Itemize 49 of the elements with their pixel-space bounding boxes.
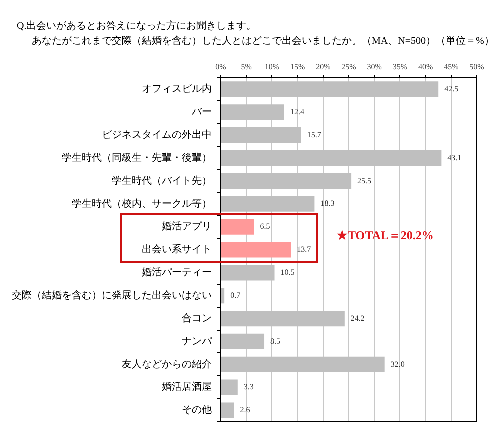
y-tick-label: ビジネスタイムの外出中 <box>102 128 212 141</box>
y-tick-label: 友人などからの紹介 <box>122 358 212 370</box>
y-tick-label: ナンパ <box>182 336 213 348</box>
x-tick-label: 0% <box>216 62 227 72</box>
x-tick-label: 30% <box>367 62 382 72</box>
annotation: ★TOTAL＝20.2% <box>337 228 434 243</box>
x-tick-label: 20% <box>316 62 332 72</box>
y-tick-label: 婚活パーティー <box>142 266 212 279</box>
data-label: 3.3 <box>244 382 254 392</box>
x-tick-label: 10% <box>264 62 280 72</box>
data-label: 25.5 <box>358 176 372 186</box>
y-tick-label: その他 <box>182 404 212 416</box>
data-label: 18.3 <box>320 199 335 208</box>
x-tick-label: 45% <box>444 62 460 72</box>
data-label: 6.5 <box>260 222 270 232</box>
text: Q.出会いがあるとお答えになった方にお聞きします。 <box>17 20 258 34</box>
x-tick-label: 5% <box>241 62 252 72</box>
y-tick-label: 婚活居酒屋 <box>162 381 212 394</box>
x-tick-label: 15% <box>290 62 306 72</box>
bar <box>222 242 292 258</box>
chart-subtitle: あなたがこれまで交際（結婚を含む）した人とはどこで出会いましたか。（MA、N=500）（単位＝%） <box>31 34 494 49</box>
y-tick-label: 学生時代（バイト先） <box>112 174 212 187</box>
data-label: 15.7 <box>307 130 322 140</box>
y-tick-label: 学生時代（同級生・先輩・後輩） <box>62 152 212 164</box>
data-label: 8.5 <box>270 336 281 346</box>
x-tick-label: 25% <box>342 62 357 72</box>
x-tick-label: 35% <box>392 62 408 72</box>
data-label: 10.5 <box>280 268 295 278</box>
data-label: 32.0 <box>390 360 405 369</box>
y-tick-label: 婚活アプリ <box>162 220 212 233</box>
y-tick-label: 出会い系サイト <box>142 244 212 256</box>
bar <box>222 288 225 304</box>
y-tick-label: 交際（結婚を含む）に発展した出会いはない <box>12 289 212 302</box>
data-label: 24.2 <box>350 314 365 323</box>
bar <box>222 219 254 235</box>
x-tick-label: 40% <box>418 62 434 72</box>
data-label: 12.4 <box>290 107 304 116</box>
bar <box>222 380 238 396</box>
data-label: 42.5 <box>444 84 459 94</box>
y-tick-label: オフィスビル内 <box>142 83 212 96</box>
data-label: 43.1 <box>448 153 462 162</box>
data-label: 2.6 <box>240 406 250 415</box>
data-label: 0.7 <box>230 290 241 300</box>
y-tick-label: 学生時代（校内、サークル等） <box>72 198 212 210</box>
bar <box>222 402 234 418</box>
y-tick-label: バー <box>191 107 212 118</box>
y-tick-label: 合コン <box>182 312 212 324</box>
data-label: 13.7 <box>297 245 312 254</box>
x-tick-label: 50% <box>470 62 485 72</box>
